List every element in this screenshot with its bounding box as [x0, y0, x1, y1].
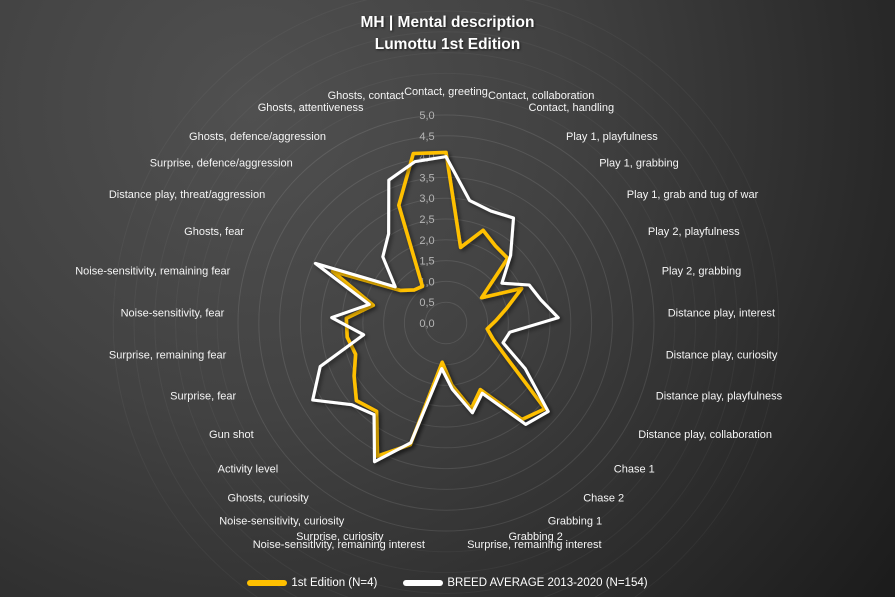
radial-tick-label: 0,5	[419, 297, 434, 309]
category-label: Distance play, playfulness	[656, 391, 783, 403]
category-label: Distance play, curiosity	[666, 350, 778, 362]
chart-title: MH | Mental description Lumottu 1st Edit…	[0, 12, 895, 57]
category-label: Contact, handling	[529, 102, 615, 114]
grid-ring	[383, 260, 509, 386]
category-label: Noise-sensitivity, fear	[121, 307, 225, 319]
category-label: Ghosts, curiosity	[227, 493, 309, 505]
category-label: Ghosts, contact	[328, 90, 404, 102]
grid-ring	[299, 176, 593, 470]
category-label: Chase 2	[583, 493, 624, 505]
grid-ring	[237, 114, 655, 532]
category-label: Contact, greeting	[404, 86, 488, 98]
category-label: Contact, collaboration	[488, 90, 594, 102]
radial-tick-label: 3,0	[419, 193, 434, 205]
radial-tick-label: 0,0	[419, 318, 434, 330]
category-label: Gun shot	[209, 429, 254, 441]
category-label: Play 2, playfulness	[648, 226, 740, 238]
chart-title-line1: MH | Mental description	[360, 14, 535, 31]
category-label: Distance play, interest	[668, 307, 775, 319]
decorative-ring	[112, 0, 780, 597]
category-label: Ghosts, attentiveness	[258, 102, 364, 114]
legend-item-1[interactable]: 1st Edition (N=4)	[247, 577, 377, 589]
legend-swatch-1	[247, 580, 288, 586]
grid-ring	[258, 135, 634, 511]
radial-tick-label: 4,5	[419, 131, 434, 143]
category-label: Play 2, grabbing	[662, 266, 742, 278]
category-label: Play 1, playfulness	[566, 131, 658, 143]
category-label: Play 1, grab and tug of war	[627, 189, 759, 201]
chart-legend: 1st Edition (N=4) BREED AVERAGE 2013-2020…	[0, 577, 895, 589]
category-label: Surprise, remaining interest	[467, 539, 602, 551]
radial-tick-label: 1,5	[419, 256, 434, 268]
category-label: Surprise, curiosity	[296, 531, 384, 543]
decorative-ring	[133, 10, 759, 597]
category-label: Activity level	[218, 463, 279, 475]
grid-ring	[279, 156, 613, 490]
legend-label-1: 1st Edition (N=4)	[291, 577, 378, 589]
category-label: Surprise, remaining fear	[109, 350, 227, 362]
category-label: Play 1, grabbing	[599, 157, 679, 169]
category-label: Distance play, threat/aggression	[109, 189, 265, 201]
legend-label-2: BREED AVERAGE 2013-2020 (N=154)	[447, 577, 648, 589]
decorative-ring	[195, 72, 697, 574]
category-label: Chase 1	[614, 463, 655, 475]
decorative-ring	[175, 52, 717, 594]
category-label: Distance play, collaboration	[638, 429, 772, 441]
grid-ring	[362, 239, 530, 407]
category-label: Ghosts, defence/aggression	[189, 131, 326, 143]
grid-ring	[320, 197, 572, 449]
category-label: Grabbing 2	[509, 531, 563, 543]
series-polygon-1	[330, 150, 547, 458]
decorative-ring	[216, 93, 676, 553]
grid-ring	[424, 301, 468, 345]
radial-tick-label: 2,5	[419, 214, 434, 226]
category-label: Noise-sensitivity, curiosity	[219, 515, 345, 527]
category-label: Noise-sensitivity, remaining fear	[75, 266, 230, 278]
category-label: Surprise, defence/aggression	[150, 157, 293, 169]
chart-title-line2: Lumottu 1st Edition	[374, 36, 521, 54]
category-label: Surprise, fear	[170, 391, 236, 403]
grid-ring	[403, 280, 489, 366]
decorative-ring	[154, 31, 738, 597]
radial-tick-label: 3,5	[419, 172, 434, 184]
category-label: Grabbing 1	[548, 515, 602, 527]
radial-tick-label: 5,0	[419, 110, 434, 122]
legend-swatch-2	[403, 580, 444, 586]
category-label: Ghosts, fear	[184, 226, 244, 238]
legend-item-2[interactable]: BREED AVERAGE 2013-2020 (N=154)	[403, 577, 648, 589]
radial-tick-label: 2,0	[419, 235, 434, 247]
category-label: Noise-sensitivity, remaining interest	[253, 539, 425, 551]
series-polygon-2	[311, 155, 560, 464]
grid-ring	[341, 218, 551, 428]
